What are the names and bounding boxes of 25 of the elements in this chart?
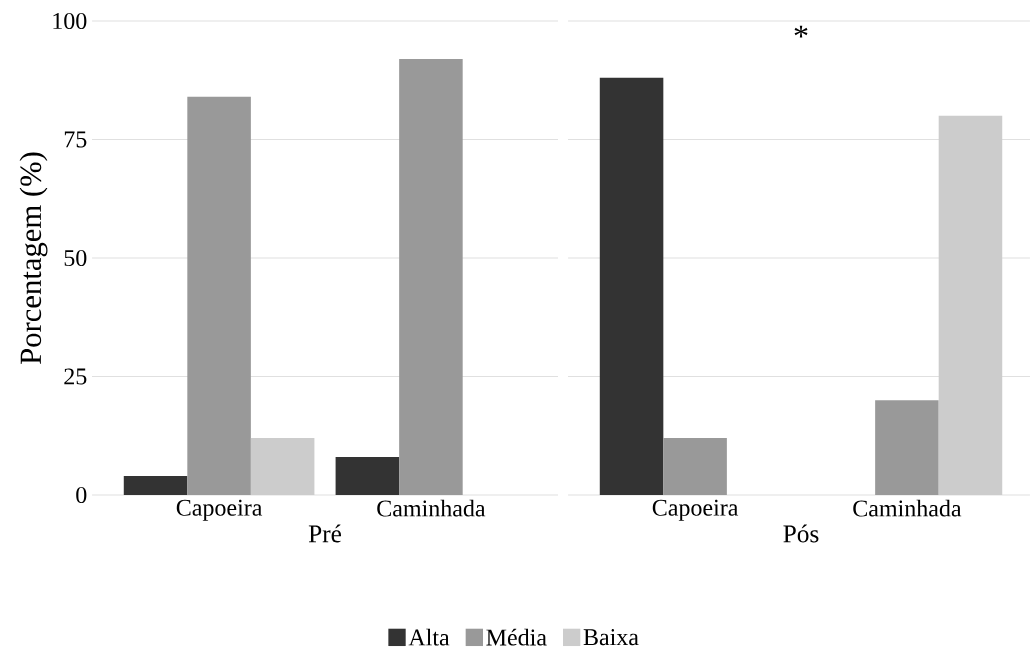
legend-label: Média xyxy=(486,628,547,646)
bar xyxy=(187,96,251,495)
x-tick-label: Capoeira xyxy=(176,499,263,521)
bar xyxy=(599,77,664,495)
y-tick-label: 0 xyxy=(76,486,87,504)
legend-label: Alta xyxy=(408,628,450,646)
bar xyxy=(875,400,939,495)
bar xyxy=(123,476,188,495)
annotation: * xyxy=(794,25,808,38)
bar xyxy=(335,457,400,495)
y-tick-label: 100 xyxy=(53,12,87,30)
bar xyxy=(938,115,1003,495)
y-tick-label: 25 xyxy=(64,368,87,385)
x-tick-label: Caminhada xyxy=(377,499,486,517)
y-tick-label: 50 xyxy=(64,249,87,267)
bar xyxy=(250,438,315,495)
x-axis-title: Pós xyxy=(783,524,819,543)
y-axis-title: Porcentagem (%) xyxy=(19,152,48,364)
legend-label: Baixa xyxy=(583,629,639,646)
x-tick-label: Capoeira xyxy=(652,499,739,521)
x-tick-label: Caminhada xyxy=(853,499,962,517)
x-axis-title: Pré xyxy=(308,524,342,543)
y-tick-label: 75 xyxy=(64,131,87,148)
bar xyxy=(663,438,727,495)
bar xyxy=(399,58,463,495)
